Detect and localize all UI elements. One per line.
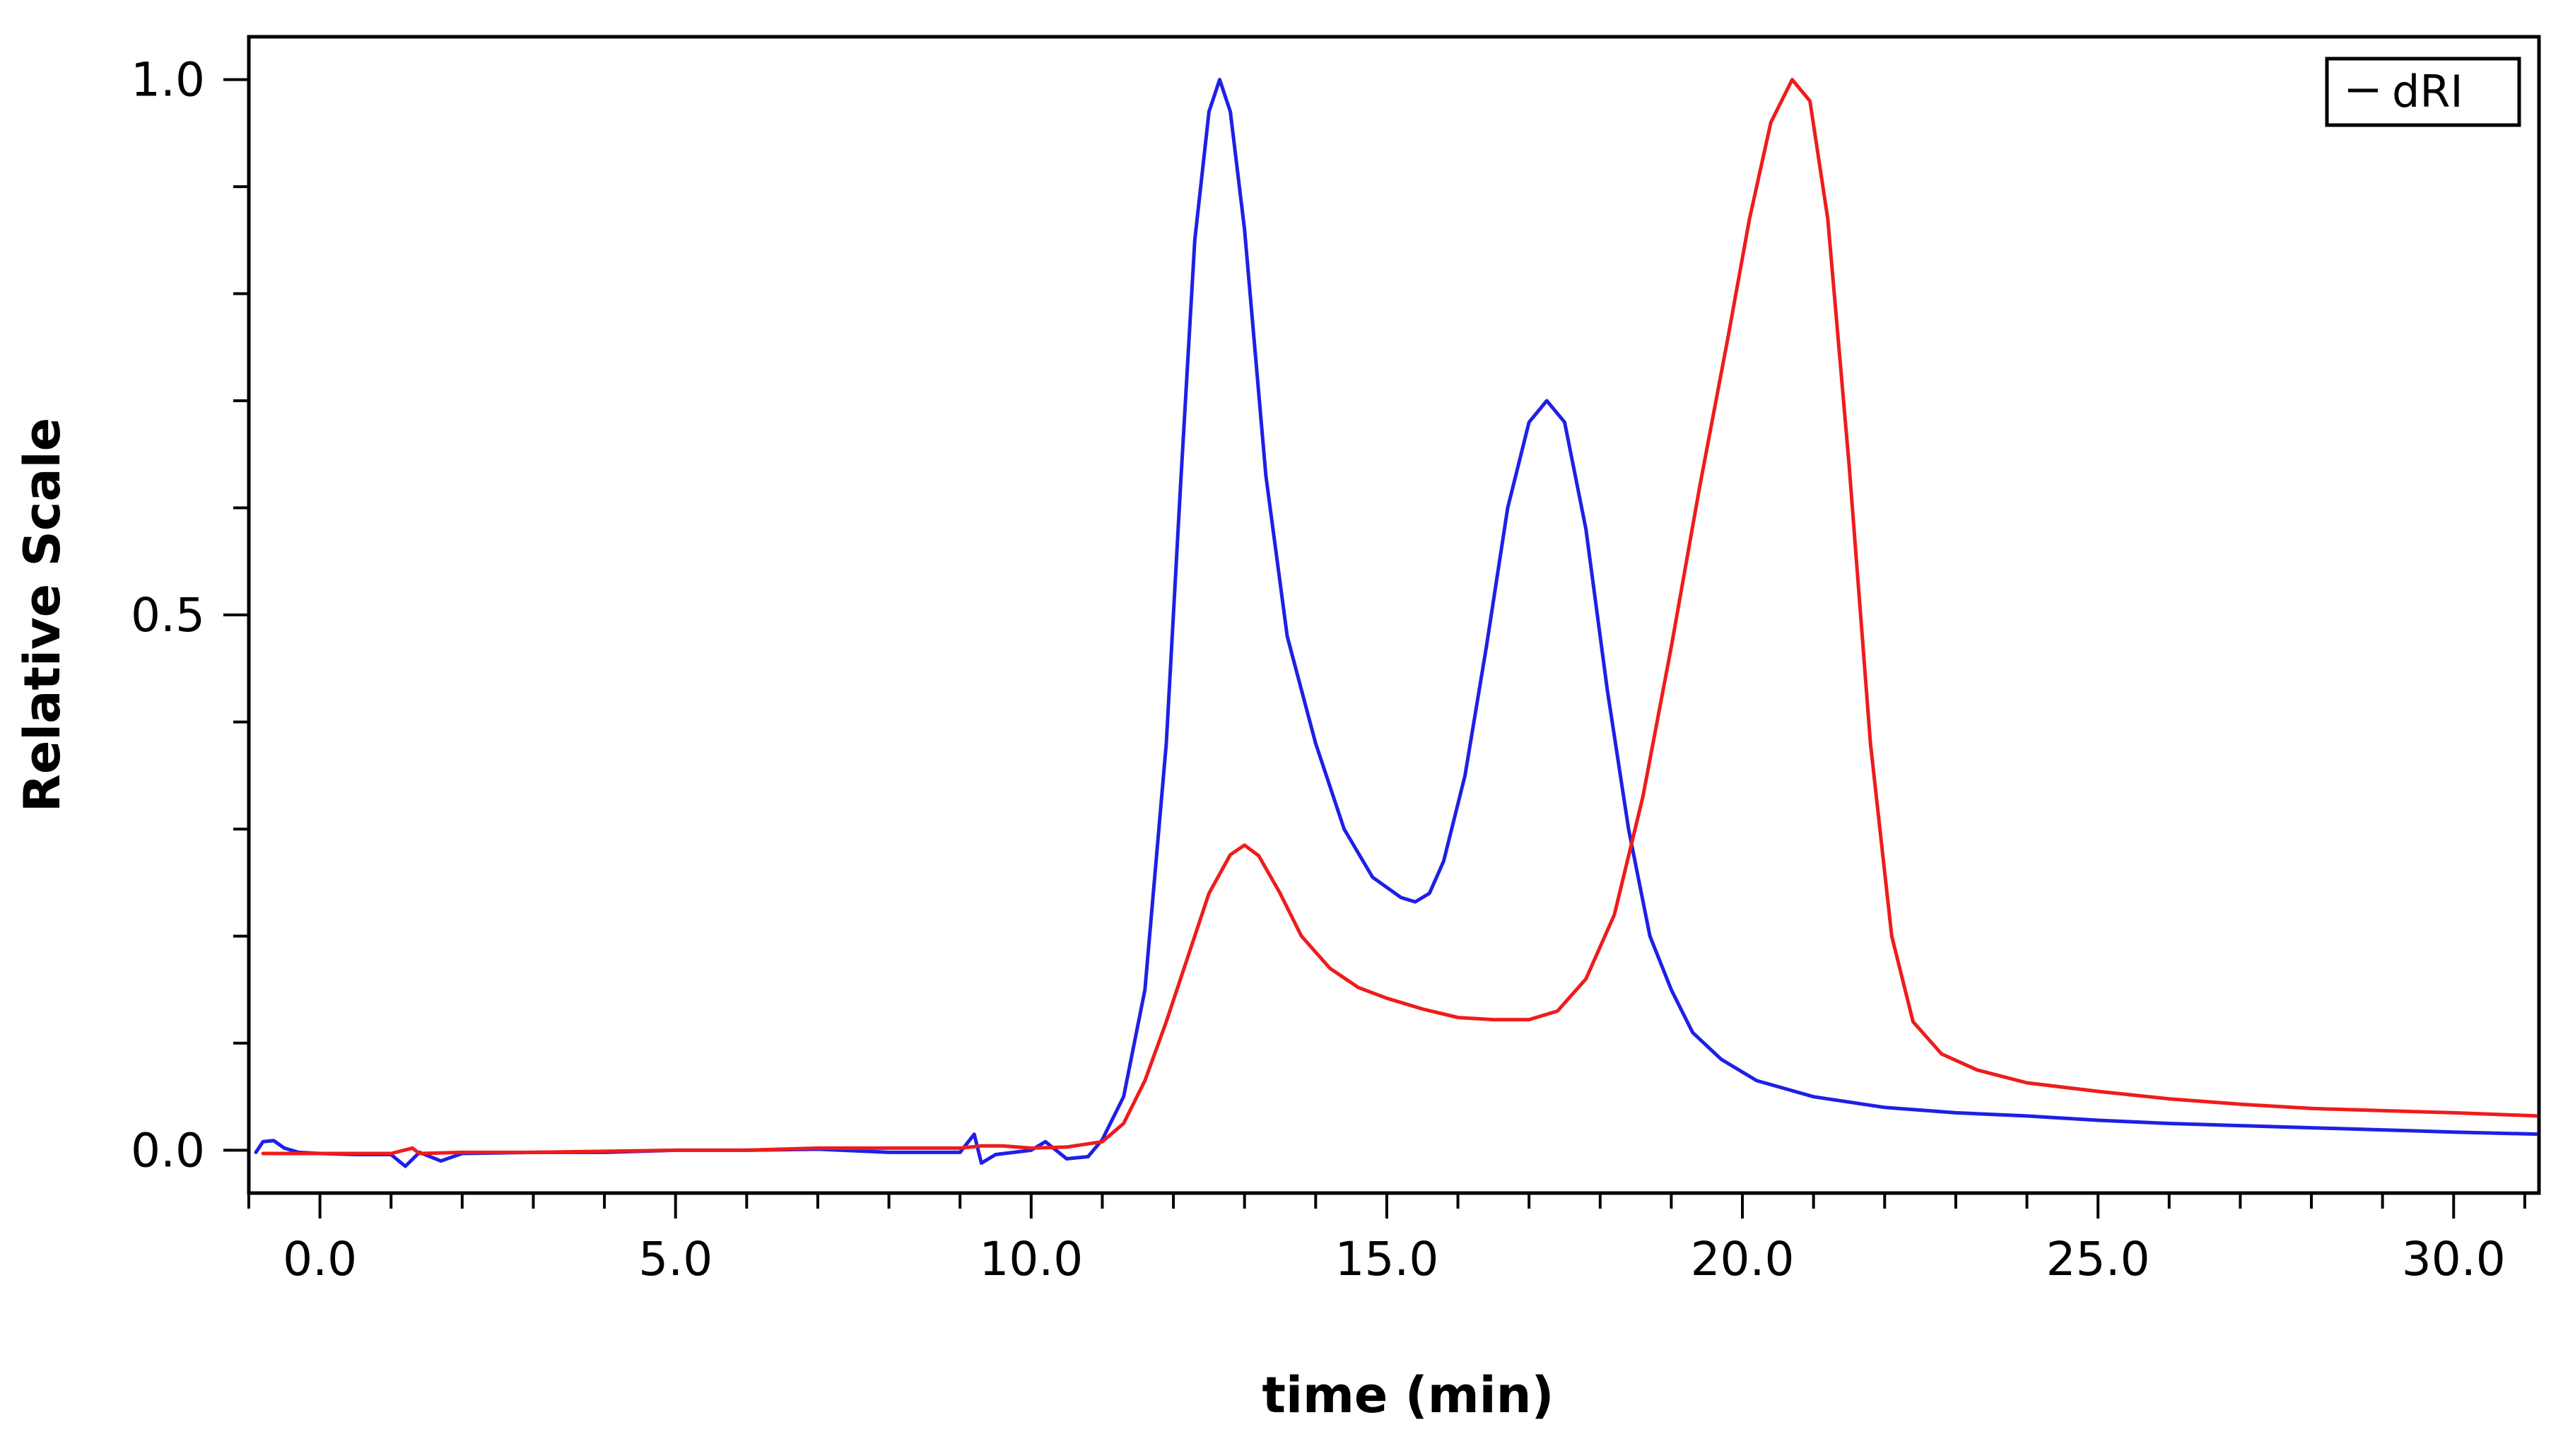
series-line-red: [261, 78, 2538, 1156]
y-axis-title: Relative Scale: [13, 418, 71, 812]
y-tick-label: 0.0: [131, 1123, 205, 1178]
y-axis-ticks: 0.0 0.5 1.0: [131, 53, 249, 1178]
x-tick-label: 25.0: [2046, 1232, 2150, 1286]
x-axis-ticks: 0.0 5.0 10.0 15.0 20.0 25.0 30.0: [247, 1193, 2526, 1286]
x-tick-label: 5.0: [638, 1232, 712, 1286]
y-tick-label: 1.0: [131, 53, 205, 107]
x-tick-label: 20.0: [1691, 1232, 1795, 1286]
legend-label-dri: dRI: [2392, 66, 2463, 117]
x-axis-title: time (min): [1262, 1366, 1554, 1424]
series-layer: [254, 78, 2538, 1168]
x-tick-label: 0.0: [283, 1232, 357, 1286]
x-tick-label: 15.0: [1335, 1232, 1438, 1286]
y-tick-label: 0.5: [131, 588, 205, 642]
x-tick-label: 30.0: [2402, 1232, 2506, 1286]
legend: dRI: [2325, 57, 2521, 127]
x-tick-label: 10.0: [979, 1232, 1083, 1286]
